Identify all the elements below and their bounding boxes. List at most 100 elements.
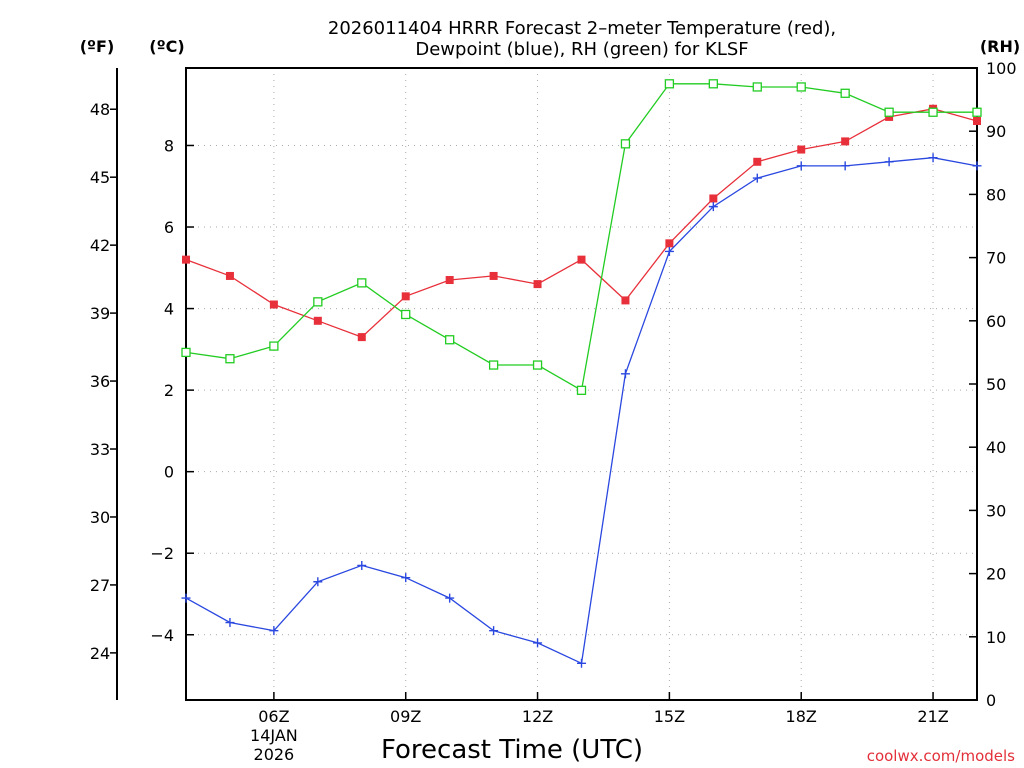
temperature-point	[182, 255, 190, 264]
credit-text: coolwx.com/models	[867, 747, 1015, 765]
temperature-line	[185, 108, 978, 338]
rh-point	[576, 385, 587, 395]
dewpoint-point	[840, 161, 850, 171]
dewpoint-point	[489, 626, 499, 636]
grid	[186, 68, 977, 700]
dewpoint-point	[664, 246, 674, 256]
celsius-tick-label: 4	[164, 300, 174, 319]
rh-point	[620, 139, 631, 149]
fahrenheit-unit-label: (ºF)	[80, 37, 115, 56]
celsius-tick-label: −2	[150, 544, 174, 563]
x-year-label: 2026	[254, 745, 295, 764]
temperature-point	[225, 271, 234, 280]
rh-line	[185, 83, 977, 392]
x-tick-label: 18Z	[786, 707, 817, 726]
temperature-point	[841, 137, 850, 146]
rh-point	[488, 360, 499, 370]
rh-point	[972, 107, 982, 117]
rh-tick-label: 60	[986, 312, 1006, 331]
dewpoint-point	[928, 153, 938, 163]
rh-point	[752, 82, 762, 92]
fahrenheit-tick-label: 24	[90, 644, 110, 663]
dewpoint-point	[708, 202, 718, 212]
rh-tick-label: 70	[986, 249, 1006, 268]
dewpoint-point	[269, 626, 279, 636]
fahrenheit-tick-label: 36	[90, 372, 110, 391]
dewpoint-point	[577, 658, 586, 668]
rh-point	[401, 309, 411, 320]
rh-point	[928, 107, 938, 117]
temperature-point	[665, 239, 674, 248]
temperature-point	[973, 117, 981, 126]
fahrenheit-tick-label: 33	[90, 440, 110, 459]
temperature-point	[577, 255, 586, 264]
temperature-point	[269, 300, 278, 309]
chart-title-line-1: 2026011404 HRRR Forecast 2–meter Tempera…	[328, 18, 836, 39]
dewpoint-point	[752, 173, 762, 183]
dewpoint-point	[796, 161, 806, 171]
celsius-tick-label: −4	[150, 626, 174, 645]
x-tick-label: 12Z	[522, 707, 553, 726]
temperature-point	[621, 296, 630, 305]
rh-tick-label: 100	[986, 59, 1017, 78]
temperature-point	[709, 194, 718, 203]
x-tick-label: 21Z	[917, 707, 948, 726]
rh-point	[181, 347, 191, 358]
dewpoint-point	[357, 560, 367, 570]
dewpoint-point	[972, 161, 982, 171]
rh-point	[840, 88, 850, 98]
dewpoint-point	[225, 618, 235, 628]
rh-point	[532, 360, 543, 370]
rh-tick-label: 10	[986, 628, 1006, 647]
fahrenheit-tick-label: 45	[90, 168, 110, 187]
plot-frame	[185, 67, 978, 701]
temperature-point	[753, 157, 762, 166]
fahrenheit-tick-label: 30	[90, 508, 110, 527]
rh-point	[313, 297, 323, 307]
rh-point	[269, 341, 279, 351]
temperature-point	[401, 292, 410, 301]
celsius-tick-label: 2	[164, 381, 174, 400]
dewpoint-point	[445, 593, 455, 603]
dewpoint-point	[884, 157, 894, 167]
dewpoint-point	[620, 369, 630, 379]
x-axis-label: Forecast Time (UTC)	[381, 735, 643, 765]
dewpoint-point	[401, 573, 411, 583]
rh-tick-label: 20	[986, 565, 1006, 584]
rh-point	[664, 79, 675, 89]
celsius-tick-label: 6	[164, 218, 174, 237]
fahrenheit-tick-label: 48	[90, 100, 110, 119]
series-group	[181, 79, 982, 668]
fahrenheit-tick-label: 39	[90, 304, 110, 323]
dewpoint-point	[533, 638, 543, 648]
x-tick-label: 15Z	[654, 707, 685, 726]
x-tick-label: 06Z	[258, 707, 289, 726]
dewpoint-line	[185, 157, 978, 665]
fahrenheit-tick-label: 42	[90, 236, 110, 255]
dewpoint-point	[181, 593, 191, 603]
celsius-unit-label: (ºC)	[149, 37, 184, 56]
labels-group: 2026011404 HRRR Forecast 2–meter Tempera…	[80, 18, 1020, 765]
temperature-point	[885, 112, 894, 121]
rh-tick-label: 90	[986, 122, 1006, 141]
rh-tick-label: 50	[986, 375, 1006, 394]
temperature-point	[445, 276, 454, 285]
temperature-point	[533, 280, 542, 289]
rh-point	[884, 107, 894, 117]
temperature-point	[797, 145, 806, 154]
celsius-tick-label: 8	[164, 136, 174, 155]
rh-tick-label: 30	[986, 501, 1006, 520]
rh-point	[357, 278, 367, 288]
rh-point	[445, 335, 455, 345]
temperature-point	[313, 316, 322, 325]
temperature-point	[489, 271, 498, 280]
x-tick-label: 09Z	[390, 707, 421, 726]
fahrenheit-tick-label: 27	[90, 576, 110, 595]
rh-point	[708, 79, 718, 89]
rh-unit-label: (RH)	[980, 37, 1020, 56]
rh-point	[225, 354, 235, 364]
chart-title-line-2: Dewpoint (blue), RH (green) for KLSF	[415, 39, 748, 60]
dewpoint-point	[313, 577, 323, 587]
